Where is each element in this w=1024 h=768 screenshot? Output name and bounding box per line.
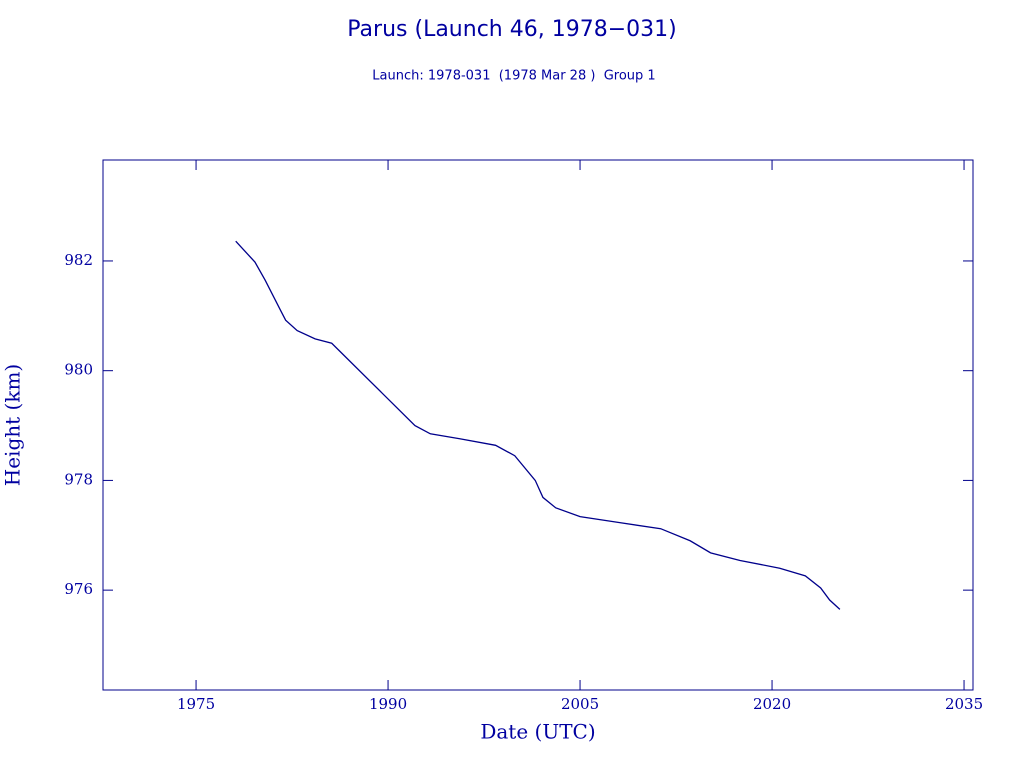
- x-axis-label: Date (UTC): [480, 720, 595, 744]
- y-tick-label: 978: [64, 470, 93, 488]
- x-tick-label: 2035: [945, 695, 983, 713]
- x-tick-label: 2020: [753, 695, 791, 713]
- y-tick-label: 982: [64, 251, 93, 269]
- x-tick-label: 1990: [369, 695, 407, 713]
- chart-title: Parus (Launch 46, 1978−031): [347, 17, 676, 42]
- plot-frame: [102, 159, 974, 691]
- x-tick-label: 1975: [177, 695, 215, 713]
- chart-subtitle: Launch: 1978-031 (1978 Mar 28 ) Group 1: [372, 69, 655, 84]
- y-tick-label: 976: [64, 580, 93, 598]
- y-tick-label: 980: [64, 361, 93, 379]
- data-line: [235, 240, 841, 610]
- y-axis-label: Height (km): [1, 364, 25, 486]
- x-tick-label: 2005: [561, 695, 599, 713]
